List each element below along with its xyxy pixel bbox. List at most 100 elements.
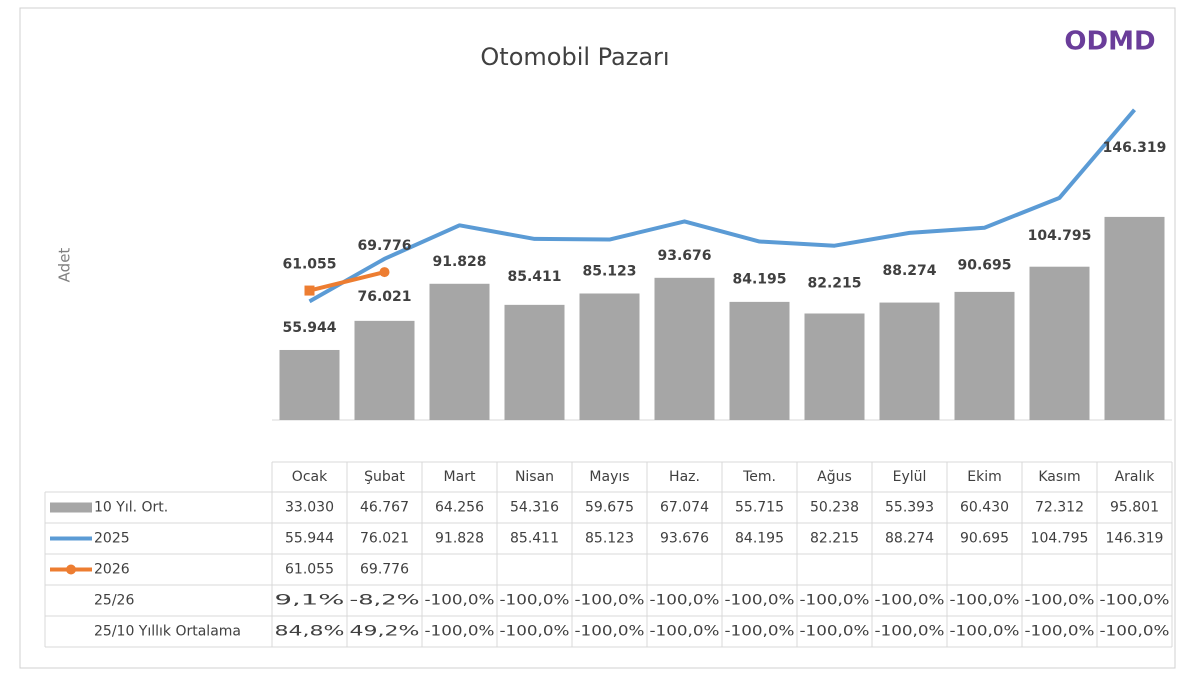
table-cell: -100,0% [800, 624, 870, 640]
bar [879, 302, 940, 420]
data-label: 85.123 [582, 263, 636, 279]
table-cell: -100,0% [725, 624, 795, 640]
x-tick-label: Şubat [364, 469, 405, 485]
table-cell: 54.316 [510, 500, 559, 516]
table-cell: -100,0% [1025, 593, 1095, 609]
table-cell: 61.055 [285, 562, 334, 578]
table-cell: 33.030 [285, 500, 334, 516]
table-cell: 85.411 [510, 531, 559, 547]
data-label: 69.776 [357, 238, 411, 254]
x-tick-label: Nisan [515, 469, 554, 485]
table-cell: 95.801 [1110, 500, 1159, 516]
table-cell: -100,0% [800, 593, 870, 609]
table-cell: 104.795 [1031, 531, 1089, 547]
bar [1104, 216, 1165, 420]
table-cell: 49,2% [350, 624, 420, 640]
table-cell: -100,0% [950, 624, 1020, 640]
bar [579, 293, 640, 420]
table-cell: -100,0% [425, 593, 495, 609]
table-cell: 59.675 [585, 500, 634, 516]
table-cell: -100,0% [1025, 624, 1095, 640]
data-label: 93.676 [657, 248, 711, 264]
table-cell: -100,0% [575, 624, 645, 640]
line [309, 270, 385, 293]
table-cell: 76.021 [360, 531, 409, 547]
data-label: 82.215 [807, 276, 861, 292]
data-label: 88.274 [882, 263, 936, 279]
table-cell: 67.074 [660, 500, 709, 516]
bar [654, 277, 715, 420]
bar [1029, 266, 1090, 420]
line [308, 108, 1137, 304]
data-label: 61.055 [282, 257, 336, 273]
bar [279, 349, 340, 420]
table-cell: 46.767 [360, 500, 409, 516]
table-cell: 69.776 [360, 562, 409, 578]
x-tick-label: Tem. [742, 469, 776, 485]
data-label: 84.195 [732, 272, 786, 288]
x-tick-label: Ağus [817, 469, 852, 485]
data-label: 90.695 [957, 258, 1011, 274]
x-tick-label: Mart [444, 469, 476, 485]
data-label: 146.319 [1103, 140, 1167, 156]
table-cell: -100,0% [575, 593, 645, 609]
bar [429, 283, 490, 420]
bar [504, 304, 565, 420]
table-cell: -100,0% [875, 624, 945, 640]
table-cell: 64.256 [435, 500, 484, 516]
table-cell: -100,0% [950, 593, 1020, 609]
bar [954, 291, 1015, 420]
table-cell: 55.393 [885, 500, 934, 516]
table-cell: 90.695 [960, 531, 1009, 547]
data-label: 104.795 [1028, 228, 1092, 244]
x-tick-label: Eylül [893, 469, 927, 485]
x-tick-label: Ocak [292, 469, 328, 485]
y-axis-label: Adet [56, 248, 74, 283]
legend-label: 2026 [94, 562, 130, 578]
marker [379, 267, 390, 278]
table-cell: -100,0% [500, 624, 570, 640]
table-cell: 55.715 [735, 500, 784, 516]
legend-marker [66, 564, 76, 575]
table-cell: 60.430 [960, 500, 1009, 516]
logo: ODMD [1064, 27, 1155, 57]
chart-title: Otomobil Pazarı [480, 43, 669, 71]
x-tick-label: Ekim [967, 469, 1001, 485]
table-cell: -8,2% [350, 593, 420, 609]
table-cell: 91.828 [435, 531, 484, 547]
table-cell: -100,0% [1100, 624, 1170, 640]
table-cell: -100,0% [650, 593, 720, 609]
data-label: 55.944 [282, 320, 336, 336]
data-label: 76.021 [357, 289, 411, 305]
marker [304, 285, 315, 296]
legend-label: 2025 [94, 531, 130, 547]
table-cell: 88.274 [885, 531, 934, 547]
legend-label: 10 Yıl. Ort. [94, 500, 168, 516]
table-cell: -100,0% [425, 624, 495, 640]
data-label: 85.411 [507, 269, 561, 285]
bar [729, 301, 790, 420]
row-label: 25/10 Yıllık Ortalama [94, 624, 241, 640]
table-cell: -100,0% [650, 624, 720, 640]
table-cell: -100,0% [1100, 593, 1170, 609]
x-tick-label: Haz. [669, 469, 700, 485]
x-tick-label: Aralık [1115, 469, 1156, 485]
x-tick-label: Mayıs [589, 469, 629, 485]
table-cell: 72.312 [1035, 500, 1084, 516]
row-label: 25/26 [94, 593, 134, 609]
table-cell: 84.195 [735, 531, 784, 547]
bar [804, 313, 865, 420]
table-cell: 93.676 [660, 531, 709, 547]
x-tick-label: Kasım [1038, 469, 1080, 485]
table-cell: 146.319 [1106, 531, 1164, 547]
table-cell: 50.238 [810, 500, 859, 516]
table-cell: 84,8% [275, 624, 345, 640]
table-cell: -100,0% [500, 593, 570, 609]
table-cell: 82.215 [810, 531, 859, 547]
legend-swatch [50, 502, 92, 513]
table-cell: 55.944 [285, 531, 334, 547]
data-label: 91.828 [432, 254, 486, 270]
bar [354, 320, 415, 420]
table-cell: -100,0% [875, 593, 945, 609]
